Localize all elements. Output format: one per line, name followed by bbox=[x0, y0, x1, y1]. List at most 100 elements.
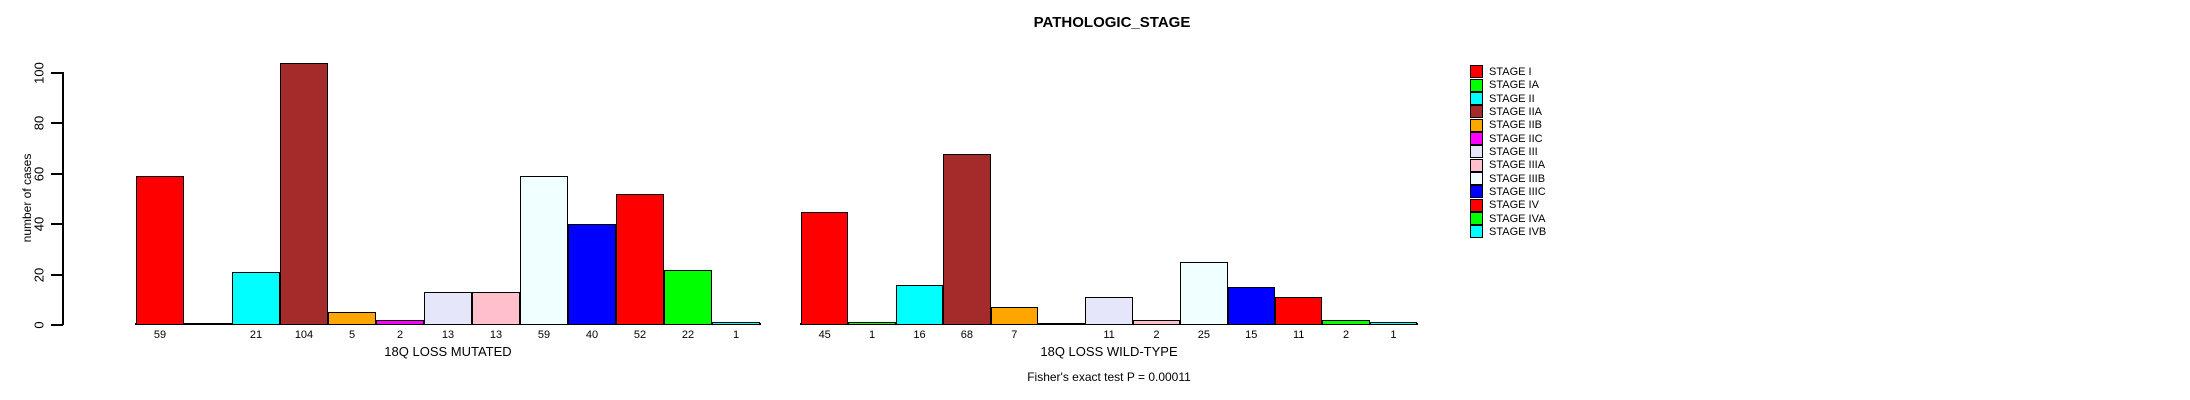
legend-item-stage-i: STAGE I bbox=[1470, 63, 1532, 79]
bar-value-label: 52 bbox=[633, 329, 647, 341]
legend-label: STAGE IIC bbox=[1489, 132, 1543, 145]
bar-stage-i bbox=[801, 211, 849, 325]
bar-stage-iib bbox=[328, 312, 376, 325]
bar-stage-iva bbox=[1322, 319, 1370, 325]
bar-value-label: 11 bbox=[1292, 329, 1305, 341]
y-tick-label: 80 bbox=[31, 116, 47, 131]
bar-stage-iic bbox=[376, 319, 424, 325]
y-tick-mark bbox=[51, 324, 63, 326]
legend-swatch-stage-iia bbox=[1470, 105, 1483, 119]
bar-stage-ivb bbox=[712, 322, 760, 325]
bar-stage-iiib bbox=[1180, 262, 1228, 325]
bar-stage-iib bbox=[990, 307, 1038, 325]
legend-label: STAGE I bbox=[1489, 65, 1532, 78]
bar-stage-ivb bbox=[1369, 322, 1418, 325]
bar-value-label: 11 bbox=[1103, 329, 1115, 341]
bar-stage-iii bbox=[424, 292, 472, 325]
right-panel-xlabel: 18Q LOSS WILD-TYPE bbox=[1040, 344, 1178, 359]
legend-item-stage-iiia: STAGE IIIA bbox=[1470, 156, 1546, 172]
legend-item-stage-iiic: STAGE IIIC bbox=[1470, 183, 1546, 199]
legend-swatch-stage-ii bbox=[1470, 91, 1483, 105]
chart-title: PATHOLOGIC_STAGE bbox=[1033, 14, 1191, 31]
bar-value-label: 104 bbox=[294, 329, 314, 341]
bar-value-label: 13 bbox=[489, 329, 503, 341]
legend-item-stage-iia: STAGE IIA bbox=[1470, 103, 1542, 119]
legend-item-stage-iv: STAGE IV bbox=[1470, 196, 1539, 212]
bar-stage-i bbox=[136, 176, 184, 325]
bar-value-label: 40 bbox=[585, 329, 599, 341]
legend-item-stage-ivb: STAGE IVB bbox=[1470, 223, 1547, 239]
legend-swatch-stage-iva bbox=[1470, 212, 1483, 225]
bar-stage-ii bbox=[232, 272, 280, 325]
legend-swatch-stage-iv bbox=[1470, 198, 1483, 212]
legend-item-stage-ia: STAGE IA bbox=[1470, 76, 1539, 92]
bar-value-label: 7 bbox=[1011, 329, 1018, 341]
legend-label: STAGE IA bbox=[1489, 79, 1539, 92]
legend-label: STAGE IIIC bbox=[1489, 185, 1546, 198]
y-tick-mark bbox=[51, 72, 63, 74]
legend-label: STAGE IVA bbox=[1489, 212, 1546, 225]
y-axis-line bbox=[62, 72, 64, 325]
bar-value-label: 59 bbox=[153, 329, 167, 341]
legend-swatch-stage-ivb bbox=[1470, 225, 1483, 239]
bar-value-label: 1 bbox=[869, 329, 876, 341]
legend-item-stage-iiib: STAGE IIIB bbox=[1470, 170, 1546, 185]
bar-stage-ia bbox=[848, 322, 896, 325]
bar-value-label: 21 bbox=[249, 329, 263, 341]
legend-swatch-stage-ia bbox=[1470, 78, 1483, 92]
y-tick-mark bbox=[51, 273, 63, 276]
legend-swatch-stage-iiib bbox=[1470, 171, 1483, 185]
legend-item-stage-iib: STAGE IIB bbox=[1470, 116, 1542, 132]
bar-stage-iiib bbox=[520, 176, 568, 325]
y-tick-label: 0 bbox=[31, 321, 47, 329]
legend-swatch-stage-iic bbox=[1470, 131, 1483, 145]
bar-stage-iv bbox=[1275, 297, 1323, 325]
y-tick-mark bbox=[51, 223, 63, 226]
legend-label: STAGE III bbox=[1489, 145, 1538, 158]
legend-label: STAGE IIA bbox=[1489, 105, 1542, 118]
bar-value-label: 2 bbox=[1153, 329, 1160, 341]
legend-swatch-stage-iiic bbox=[1470, 185, 1483, 199]
legend-swatch-stage-iii bbox=[1470, 145, 1483, 159]
legend-item-stage-iva: STAGE IVA bbox=[1470, 210, 1546, 225]
legend-item-stage-ii: STAGE II bbox=[1470, 90, 1535, 105]
legend-swatch-stage-iiia bbox=[1470, 158, 1483, 172]
bar-stage-iiic bbox=[1227, 287, 1275, 325]
bar-stage-iiic bbox=[568, 224, 616, 325]
left-panel-xlabel: 18Q LOSS MUTATED bbox=[384, 344, 512, 359]
legend-label: STAGE II bbox=[1489, 92, 1535, 105]
bar-stage-ii bbox=[895, 284, 944, 325]
bar-value-label: 59 bbox=[537, 329, 551, 341]
legend-item-stage-iic: STAGE IIC bbox=[1470, 130, 1543, 145]
legend-swatch-stage-i bbox=[1470, 65, 1483, 79]
legend-label: STAGE IIIB bbox=[1489, 172, 1546, 185]
bar-value-label: 16 bbox=[913, 329, 926, 341]
bar-value-label: 13 bbox=[441, 329, 455, 341]
legend-label: STAGE IVB bbox=[1489, 225, 1547, 238]
y-axis-title: number of cases bbox=[20, 153, 34, 243]
bar-stage-iiia bbox=[472, 292, 520, 325]
bar-stage-iva bbox=[664, 269, 712, 325]
bar-value-label: 15 bbox=[1245, 329, 1258, 341]
bar-value-label: 68 bbox=[960, 329, 973, 341]
bar-value-label: 45 bbox=[818, 329, 831, 341]
bar-stage-iii bbox=[1085, 297, 1133, 325]
bar-value-label: 22 bbox=[681, 329, 695, 341]
legend-swatch-stage-iib bbox=[1470, 118, 1483, 132]
y-tick-mark bbox=[51, 172, 63, 175]
legend-label: STAGE IV bbox=[1489, 199, 1539, 212]
bar-value-label: 2 bbox=[1343, 329, 1350, 341]
bar-value-label: 25 bbox=[1197, 329, 1210, 341]
bar-stage-iv bbox=[616, 193, 664, 325]
y-tick-label: 20 bbox=[31, 267, 47, 282]
fisher-test-note: Fisher's exact test P = 0.00011 bbox=[1027, 370, 1191, 384]
y-tick-label: 100 bbox=[31, 62, 47, 84]
bar-value-label: 5 bbox=[348, 329, 356, 341]
bar-value-label: 1 bbox=[1390, 329, 1397, 341]
bar-stage-iiia bbox=[1132, 319, 1181, 325]
bar-value-label: 2 bbox=[396, 329, 404, 341]
legend-label: STAGE IIIA bbox=[1489, 159, 1546, 172]
bar-stage-iia bbox=[280, 62, 328, 325]
bar-stage-iia bbox=[943, 153, 991, 325]
